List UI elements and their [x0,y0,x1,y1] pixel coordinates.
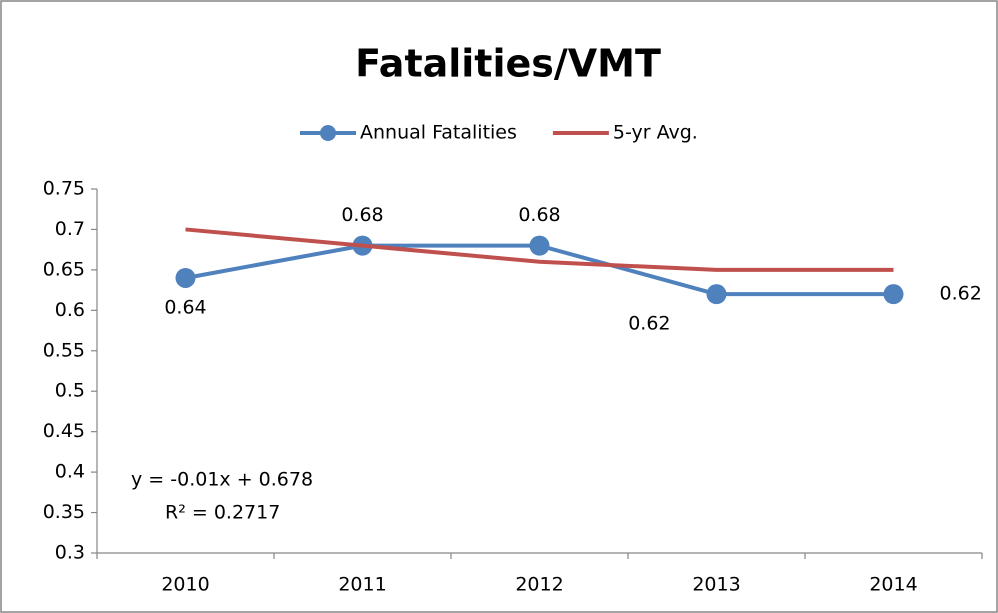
annotation: y = -0.01x + 0.678 [131,469,313,491]
x-tick-label: 2014 [869,574,917,596]
legend-marker [320,125,336,141]
x-tick-label: 2012 [515,574,563,596]
y-tick-label: 0.4 [55,461,85,483]
x-tick-label: 2011 [338,574,386,596]
y-tick-label: 0.7 [55,218,85,240]
point [883,284,904,305]
data-label: 0.62 [628,313,670,335]
y-tick-label: 0.45 [43,420,85,442]
x-tick-label: 2013 [692,574,740,596]
legend-label: Annual Fatalities [360,122,517,144]
legend-label: 5-yr Avg. [613,122,698,144]
data-label: 0.64 [164,296,206,318]
y-tick-label: 0.55 [43,339,85,361]
y-tick-label: 0.5 [55,380,85,402]
point [706,284,727,305]
data-label: 0.62 [940,283,982,305]
data-label: 0.68 [518,204,560,226]
y-tick-label: 0.35 [43,501,85,523]
annotation: R² = 0.2717 [165,502,280,524]
y-tick-label: 0.75 [43,178,85,200]
series-line [185,227,894,272]
x-tick-label: 2010 [161,574,209,596]
y-tick-label: 0.6 [55,299,85,321]
y-tick-label: 0.3 [55,542,85,564]
point [175,267,196,288]
chart-title: Fatalities/VMT [355,42,661,86]
y-tick-label: 0.65 [43,258,85,280]
data-label: 0.68 [341,204,383,226]
point [529,235,550,256]
